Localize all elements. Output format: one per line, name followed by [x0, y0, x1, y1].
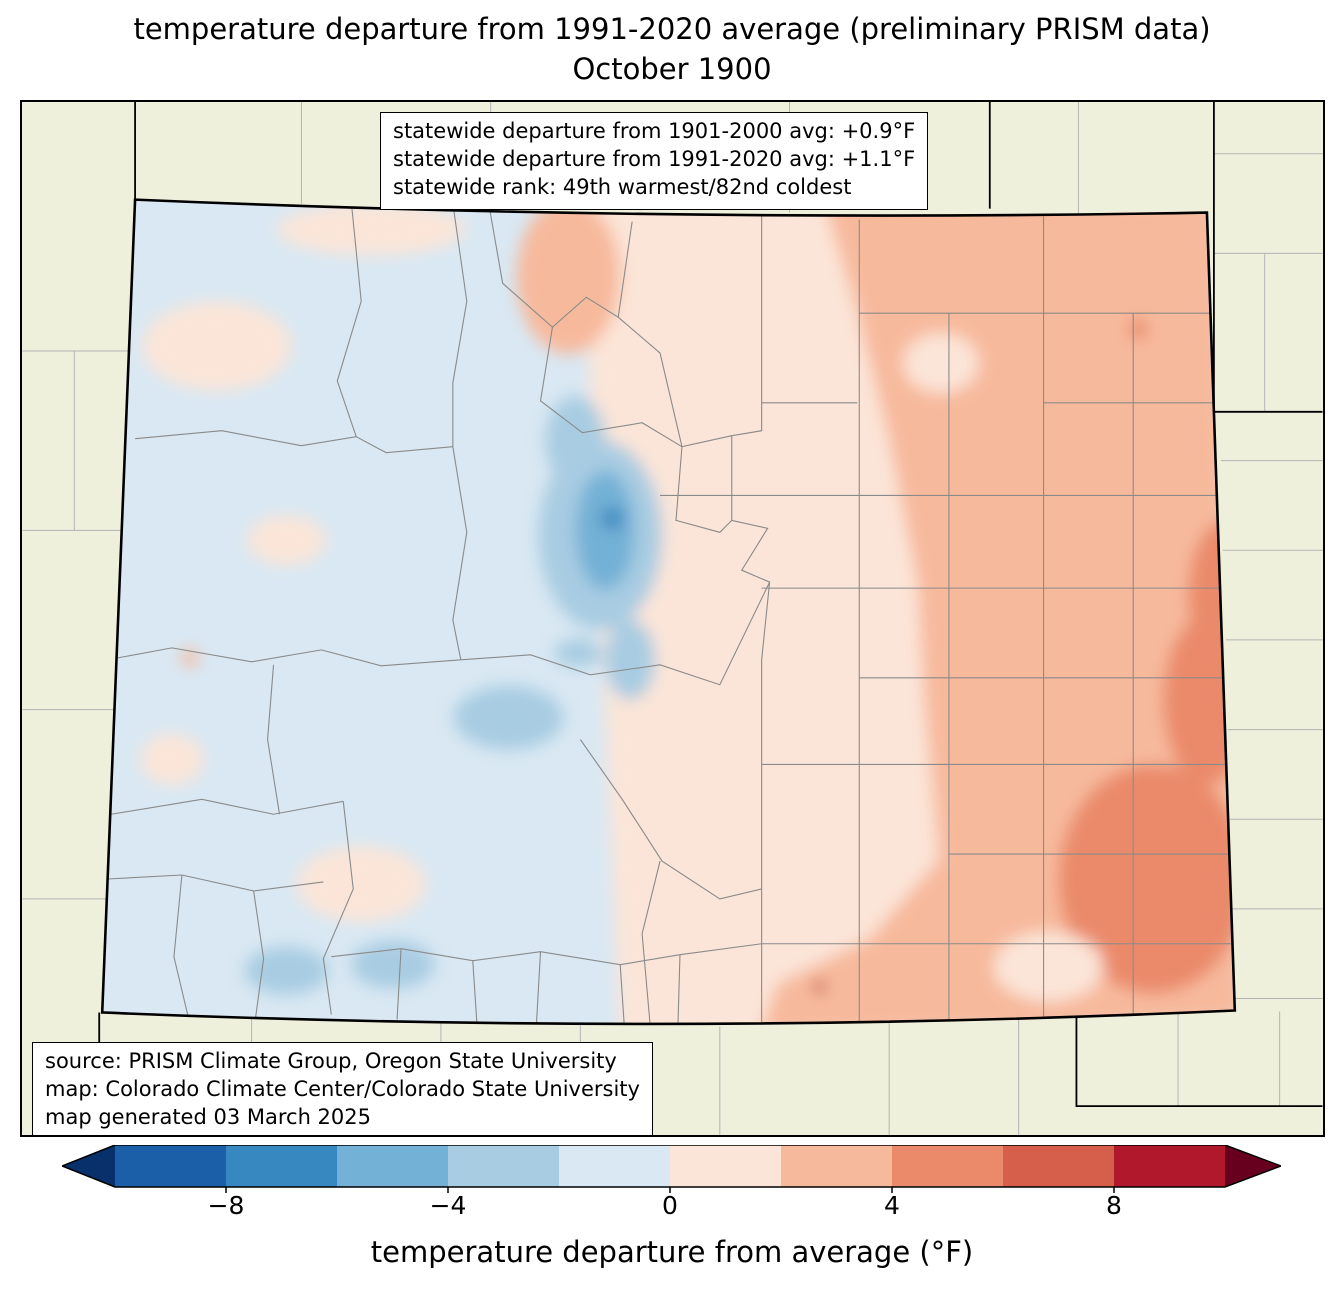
colorbar: −8 −4 0 4 8 [59, 1144, 1284, 1223]
field-region [246, 515, 327, 566]
field-region [516, 199, 621, 355]
colorbar-tick-label: −4 [430, 1191, 467, 1220]
county-line [677, 954, 681, 1024]
colorbar-axis-label: temperature departure from average (°F) [370, 1235, 974, 1269]
field-region [180, 648, 199, 667]
county-line [396, 948, 402, 1020]
field-region [1188, 520, 1235, 670]
colorbar-segment [448, 1145, 559, 1187]
field-region [545, 395, 606, 486]
field-region [142, 301, 292, 391]
colorbar-segment [670, 1145, 781, 1187]
colorbar-left-arrow [62, 1145, 115, 1187]
field-region [813, 980, 826, 993]
map-title: temperature departure from 1991-2020 ave… [133, 12, 1211, 46]
field-region [993, 931, 1104, 1002]
colorbar-segment [1114, 1145, 1225, 1187]
colorado-state-border [100, 198, 1237, 1026]
county-line [641, 860, 661, 1024]
map-frame: statewide departure from 1901-2000 avg: … [20, 100, 1325, 1137]
county-line [108, 874, 324, 892]
field-region [244, 946, 329, 995]
colorbar-tick-label: −8 [208, 1191, 245, 1220]
field-blobs [140, 199, 1235, 1024]
county-line [111, 798, 344, 815]
field-region [296, 846, 426, 922]
state-line [1075, 1017, 1323, 1108]
county-line [460, 581, 771, 686]
source-line-1: source: PRISM Climate Group, Oregon Stat… [45, 1049, 617, 1073]
county-line [539, 327, 732, 448]
colorbar-segment [781, 1145, 892, 1187]
stats-line-2: statewide departure from 1991-2020 avg: … [393, 146, 916, 171]
field-region [1128, 319, 1149, 340]
state-line [1213, 102, 1323, 413]
map-subtitle: October 1900 [572, 52, 772, 86]
colorbar-segment [337, 1145, 448, 1187]
colorbar-tick-label: 0 [662, 1191, 678, 1220]
colorbar-svg: −8 −4 0 4 8 [59, 1144, 1284, 1220]
colorbar-segment [115, 1145, 226, 1187]
source-line-3: map generated 03 March 2025 [45, 1104, 372, 1129]
county-line [452, 203, 468, 447]
county-line [535, 951, 542, 1023]
colorbar-tick-label: 8 [1106, 1191, 1122, 1220]
county-line [322, 801, 354, 1015]
county-line [579, 739, 762, 900]
county-line [675, 446, 733, 533]
field-region [453, 685, 564, 750]
colorbar-segment [892, 1145, 1003, 1187]
field-region [140, 733, 204, 786]
colorado-temperature-map [22, 102, 1323, 1135]
county-line [619, 964, 625, 1024]
county-line [472, 960, 478, 1022]
colorbar-segment [559, 1145, 670, 1187]
colorbar-segment [1003, 1145, 1114, 1187]
county-line [253, 890, 265, 1018]
source-attribution-box: source: PRISM Climate Group, Oregon Stat… [32, 1042, 653, 1135]
county-line [107, 647, 461, 667]
colorado-fill-layer [102, 199, 1235, 1024]
stats-line-1: statewide departure from 1901-2000 avg: … [393, 119, 916, 143]
colorbar-right-arrow [1225, 1145, 1281, 1187]
statewide-stats-box: statewide departure from 1901-2000 avg: … [380, 112, 929, 210]
field-region [554, 638, 603, 667]
county-line [488, 203, 633, 328]
field-region [1058, 764, 1235, 994]
stats-line-3: statewide rank: 49th warmest/82nd coldes… [393, 174, 852, 199]
source-line-2: map: Colorado Climate Center/Colorado St… [45, 1076, 640, 1101]
county-line [731, 216, 771, 1024]
county-line [173, 874, 189, 1016]
county-line [452, 446, 468, 660]
field-region [903, 333, 979, 393]
colorado-county-lines [107, 201, 1231, 1024]
field-region [605, 619, 656, 700]
county-line [135, 430, 453, 454]
colorbar-tick-label: 4 [884, 1191, 900, 1220]
county-line [267, 664, 281, 815]
county-line [336, 201, 362, 437]
field-region [276, 203, 466, 256]
field-region [601, 507, 624, 530]
field-region [575, 470, 636, 591]
county-line [617, 316, 683, 447]
field-region [351, 940, 435, 989]
colorbar-segment [226, 1145, 337, 1187]
